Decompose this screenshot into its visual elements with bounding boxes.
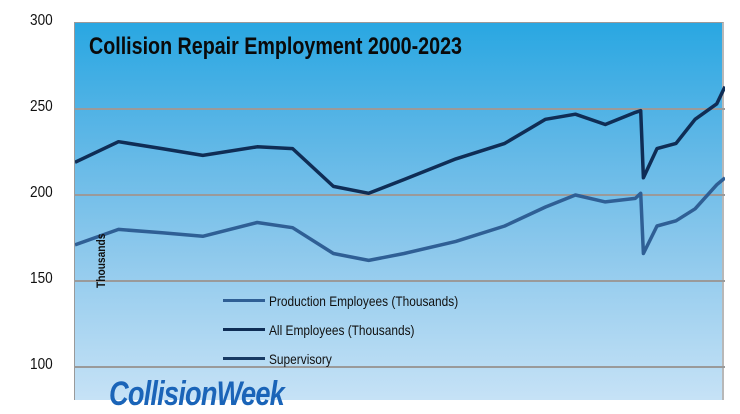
all-employees-line <box>75 85 725 196</box>
y-axis-label: Thousands <box>94 233 108 288</box>
y-tick-150: 150 <box>30 270 53 287</box>
legend-swatch-all-employees <box>223 328 265 331</box>
chart-title: Collision Repair Employment 2000-2023 <box>89 33 462 60</box>
y-tick-200: 200 <box>30 184 53 201</box>
chart-lines <box>75 85 725 368</box>
gridlines <box>75 108 725 368</box>
legend-item-production: Production Employees (Thousands) <box>223 286 492 315</box>
legend-label: Supervisory <box>269 350 332 367</box>
legend-swatch-supervisory <box>223 357 265 360</box>
brand-logo: CollisionWeek <box>109 375 285 413</box>
legend-item-supervisory: Supervisory <box>223 344 492 373</box>
y-tick-100: 100 <box>30 356 53 373</box>
legend-item-all-employees: All Employees (Thousands) <box>223 315 492 344</box>
y-tick-300: 300 <box>30 12 53 29</box>
plot-area: Collision Repair Employment 2000-2023 Th… <box>74 22 725 413</box>
production-employees-line <box>75 176 725 263</box>
legend: Production Employees (Thousands) All Emp… <box>223 286 492 373</box>
legend-label: All Employees (Thousands) <box>269 321 415 338</box>
legend-swatch-production <box>223 299 265 302</box>
legend-label: Production Employees (Thousands) <box>269 292 459 309</box>
y-tick-250: 250 <box>30 98 53 115</box>
